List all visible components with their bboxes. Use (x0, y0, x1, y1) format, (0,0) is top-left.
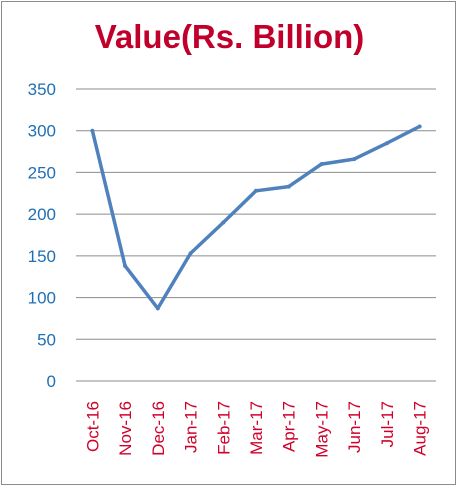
x-tick-label: Feb-17 (214, 401, 233, 455)
x-tick-label: Oct-16 (83, 401, 102, 452)
y-tick-label: 150 (28, 247, 56, 266)
y-tick-label: 50 (37, 330, 56, 349)
x-tick-label: Apr-17 (280, 401, 299, 452)
gridlines (76, 88, 436, 382)
y-tick-label: 100 (28, 289, 56, 308)
data-point (254, 188, 258, 193)
x-tick-label: May-17 (312, 401, 331, 458)
data-point (221, 220, 226, 225)
data-point (384, 141, 389, 146)
x-tick-label: Aug-17 (411, 401, 430, 456)
x-axis-ticks: Oct-16 Nov-16 Dec-16 Jan-17 Feb-17 Mar-17 Apr-… (83, 401, 429, 458)
series-line-group (90, 124, 422, 311)
y-tick-label: 250 (28, 163, 56, 182)
series-line (90, 124, 422, 311)
x-tick-label: Jun-17 (345, 401, 364, 453)
y-tick-label: 0 (47, 372, 56, 391)
y-tick-label: 350 (28, 80, 56, 99)
chart-title: Value(Rs. Billion) (94, 18, 365, 55)
x-tick-label: Jan-17 (182, 401, 201, 453)
y-tick-label: 200 (28, 205, 56, 224)
data-point (319, 162, 324, 167)
data-point (155, 306, 160, 311)
x-tick-label: Mar-17 (247, 401, 266, 455)
data-point (188, 251, 193, 256)
x-tick-label: Jul-17 (378, 401, 397, 447)
data-point (123, 263, 128, 268)
data-point (90, 128, 95, 133)
data-point (352, 157, 357, 162)
x-tick-label: Dec-16 (149, 401, 168, 456)
data-point (417, 124, 422, 129)
data-point (286, 184, 291, 189)
y-axis-ticks: 0 50 100 150 200 250 300 350 (28, 80, 56, 391)
y-tick-label: 300 (28, 122, 56, 141)
x-tick-label: Nov-16 (116, 401, 135, 456)
